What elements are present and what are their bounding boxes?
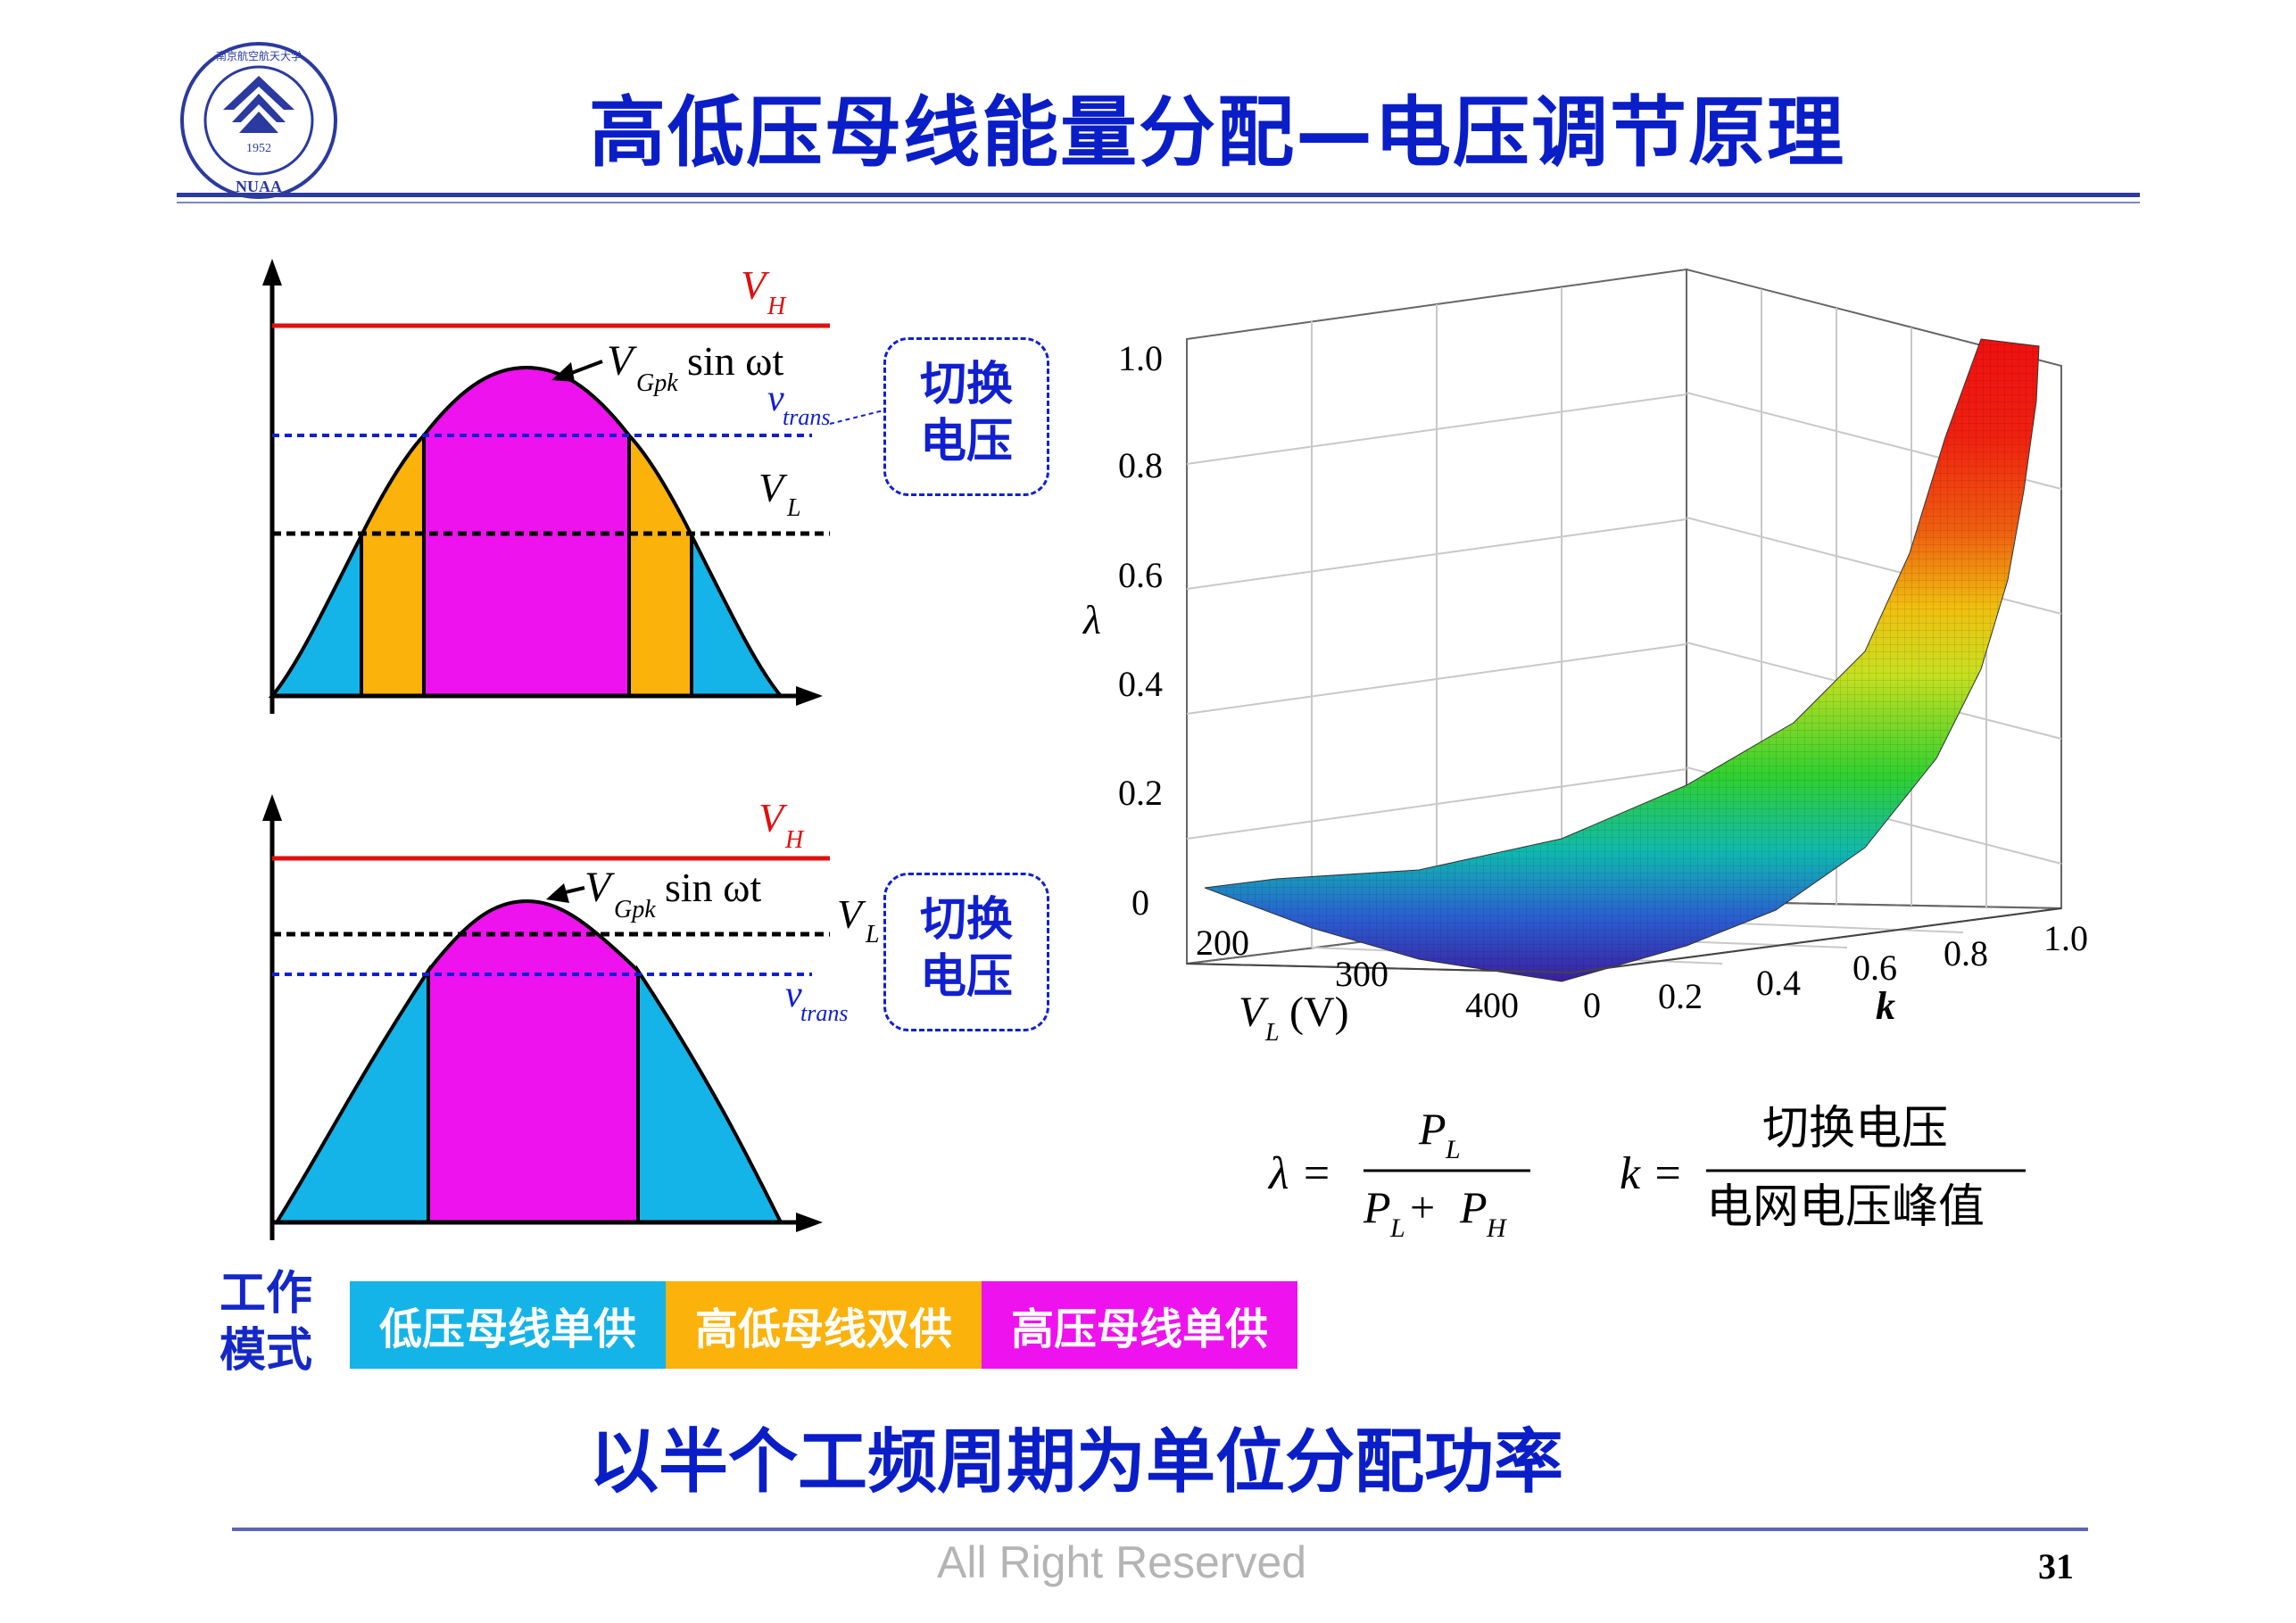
k-numerator: 切换电压	[1762, 1104, 1948, 1155]
region-low-left	[273, 965, 430, 1224]
wave-function: sin ωt	[665, 865, 761, 910]
lambda-den-pl-sub: L	[1389, 1213, 1405, 1243]
vtrans-label: v	[767, 378, 784, 419]
modes-label: 工作 模式	[220, 1265, 312, 1379]
vl-tick-200: 200	[1196, 923, 1249, 963]
callout-line2: 电压	[919, 950, 1013, 1004]
callout-line1: 切换	[919, 358, 1013, 411]
vl-tick-400: 400	[1465, 985, 1519, 1025]
k-tick-0.4: 0.4	[1756, 963, 1801, 1003]
waveform-diagram-bottom: V H V L v trans V Gpk sin ωt	[262, 794, 880, 1240]
header-rule	[177, 193, 2140, 197]
callout-switch-voltage-bottom: 切换 电压	[883, 873, 1049, 1031]
z-tick-0.8: 0.8	[1118, 445, 1163, 485]
modes-label-line1: 工作	[220, 1267, 313, 1321]
lambda-den-pl: P	[1363, 1182, 1391, 1232]
wave-label: V	[607, 337, 637, 385]
vl-tick-300: 300	[1335, 954, 1388, 994]
wave-subscript: Gpk	[636, 369, 678, 397]
z-tick-0.6: 0.6	[1118, 555, 1163, 595]
vh-subscript: H	[784, 826, 805, 854]
k-denominator: 电网电压峰值	[1706, 1182, 1985, 1233]
region-low-left	[268, 534, 363, 698]
vl-axis-subscript: L	[1264, 1019, 1280, 1047]
waveform-diagram-top: V H v trans V L V Gpk sin ωt	[262, 259, 884, 714]
region-high	[422, 365, 631, 698]
vl-label: V	[837, 891, 866, 937]
vl-axis-label: V	[1239, 989, 1269, 1036]
mode-low-bus-single: 低压母线单供	[350, 1281, 666, 1369]
k-tick-0.6: 0.6	[1853, 948, 1897, 988]
vh-label: V	[758, 795, 788, 840]
k-tick-0.8: 0.8	[1944, 933, 1988, 973]
vh-subscript: H	[767, 293, 787, 320]
logo-ring-text: 南京航空航天大学	[216, 49, 302, 62]
vl-subscript: L	[786, 494, 801, 522]
lambda-den-ph: P	[1459, 1182, 1488, 1232]
wave-function: sin ωt	[687, 338, 783, 384]
vtrans-subscript: trans	[800, 1000, 848, 1026]
vtrans-label: v	[785, 974, 802, 1015]
callout-line1: 切换	[919, 893, 1013, 947]
logo-year: 1952	[246, 142, 271, 155]
vh-label: V	[741, 262, 770, 308]
vtrans-subscript: trans	[783, 404, 830, 430]
lambda-den-plus: +	[1410, 1182, 1435, 1232]
lambda-lhs: λ =	[1267, 1148, 1332, 1199]
region-dual-left	[360, 430, 426, 698]
vl-subscript: L	[865, 921, 880, 948]
mode-dual-bus: 高低母线双供	[666, 1281, 982, 1369]
wave-subscript: Gpk	[614, 896, 656, 923]
footer-rule	[232, 1528, 2088, 1531]
mode-high-bus-single: 高压母线单供	[982, 1281, 1297, 1369]
region-low-right	[636, 965, 784, 1224]
lambda-den-ph-sub: H	[1486, 1213, 1508, 1243]
header-rule-thin	[177, 202, 2140, 203]
nuaa-logo: 1952 NUAA 南京航空航天大学	[178, 40, 339, 201]
z-tick-1.0: 1.0	[1118, 338, 1163, 378]
region-low-right	[690, 534, 785, 698]
callout-line2: 电压	[919, 415, 1013, 468]
formula-block: λ = P L P L + P H k = 切换电压 电网电压峰值	[1267, 1104, 2026, 1243]
region-dual-right	[627, 430, 693, 698]
wave-label: V	[584, 864, 615, 911]
k-tick-1.0: 1.0	[2043, 918, 2088, 958]
callout-switch-voltage-top: 切换 电压	[883, 337, 1049, 496]
page-number: 31	[2038, 1546, 2074, 1586]
z-tick-0: 0	[1131, 882, 1149, 923]
footer-text: All Right Reserved	[937, 1537, 1307, 1587]
logo-abbr: NUAA	[236, 178, 282, 195]
k-tick-0: 0	[1583, 985, 1601, 1025]
slide-subtitle: 以半个工频周期为单位分配功率	[589, 1422, 1564, 1503]
k-lhs: k =	[1620, 1148, 1683, 1199]
z-axis-label: λ	[1082, 597, 1101, 642]
slide-title: 高低压母线能量分配—电压调节原理	[589, 88, 1845, 178]
z-tick-0.4: 0.4	[1118, 664, 1163, 704]
vl-axis-unit: (V)	[1289, 989, 1349, 1036]
modes-label-line2: 模式	[220, 1324, 313, 1378]
vl-label: V	[758, 465, 788, 510]
lambda-surface-plot: 1.0 0.8 0.6 0.4 0.2 0 λ 200 300 400 V L …	[1082, 268, 2088, 1047]
lambda-numerator-sub: L	[1445, 1135, 1461, 1164]
k-axis-label: k	[1876, 984, 1895, 1028]
z-tick-0.2: 0.2	[1118, 773, 1163, 813]
k-tick-0.2: 0.2	[1658, 976, 1703, 1016]
region-high	[427, 898, 640, 1224]
lambda-numerator: P	[1418, 1104, 1446, 1154]
